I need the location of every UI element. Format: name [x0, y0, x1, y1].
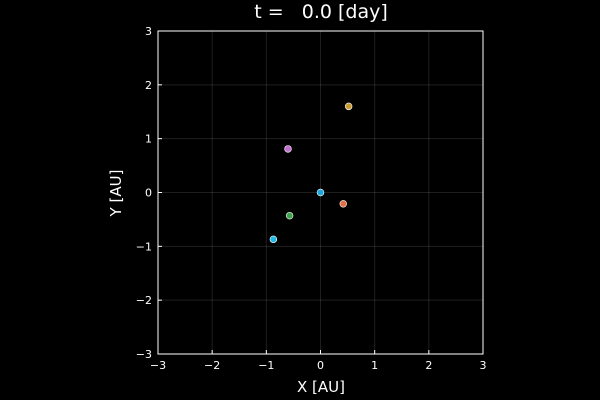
y-tick-labels: −3 −2 −1 0 1 2 3 [136, 25, 152, 361]
y-axis-label: Y [AU] [107, 170, 125, 218]
y-tick-label: 1 [145, 133, 152, 146]
x-tick-label: 0 [317, 359, 324, 372]
x-tick-label: 1 [371, 359, 378, 372]
chart-title: t = 0.0 [day] [254, 1, 388, 23]
y-tick-label: 3 [145, 25, 152, 38]
y-tick-label: −2 [136, 294, 152, 307]
scatter-point [344, 102, 353, 111]
x-tick-label: −3 [150, 359, 166, 372]
data-points [269, 102, 353, 244]
scatter-point [316, 188, 325, 197]
scatter-point [269, 235, 278, 244]
y-tick-label: −1 [136, 240, 152, 253]
x-tick-label: 3 [480, 359, 487, 372]
y-tick-label: 2 [145, 79, 152, 92]
x-tick-label: 2 [425, 359, 432, 372]
scatter-point [285, 211, 294, 220]
axis-ticks [157, 30, 484, 355]
x-tick-label: −2 [204, 359, 220, 372]
y-tick-label: 0 [145, 187, 152, 200]
x-tick-labels: −3 −2 −1 0 1 2 3 [150, 359, 487, 372]
x-tick-label: −1 [258, 359, 274, 372]
scatter-point [339, 200, 347, 208]
y-tick-label: −3 [136, 348, 152, 361]
scatter-point [284, 145, 292, 153]
x-axis-label: X [AU] [297, 378, 345, 396]
